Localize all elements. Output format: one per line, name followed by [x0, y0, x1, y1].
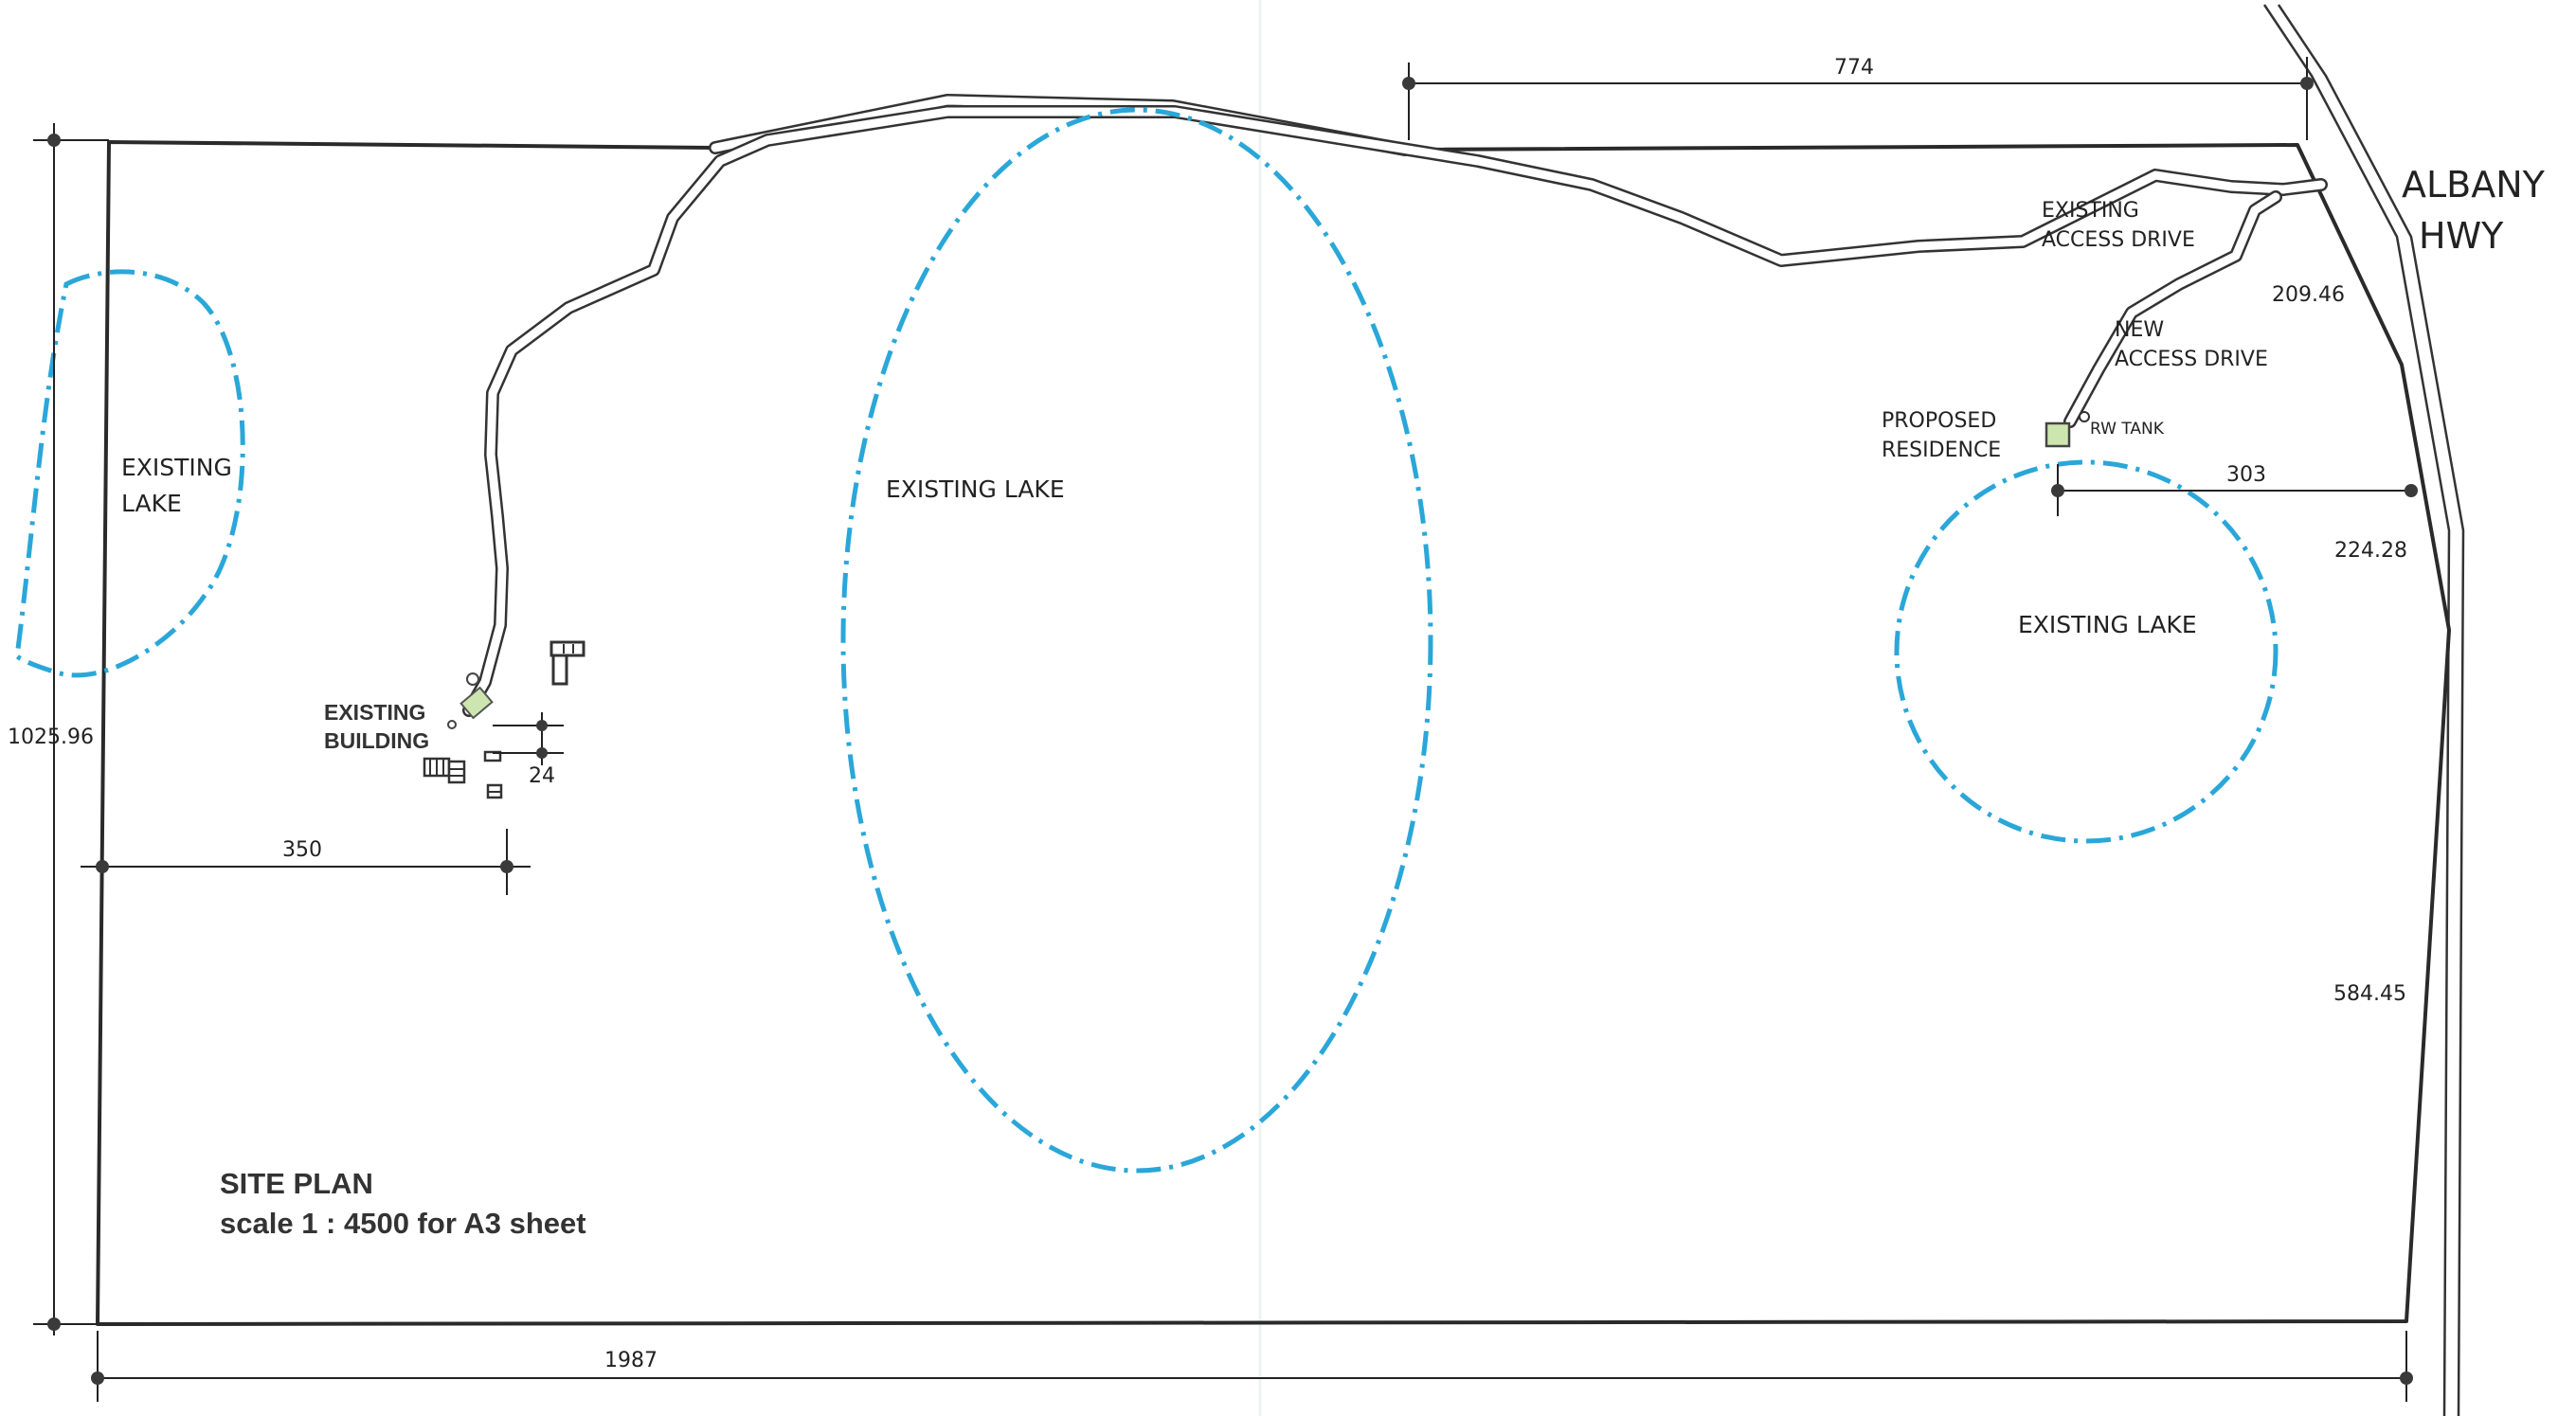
- central-lake-label: EXISTING LAKE: [886, 475, 1065, 503]
- rw-tank: [2079, 411, 2090, 422]
- highway-label-2: HWY: [2419, 215, 2504, 257]
- west-lake-label-1: EXISTING: [121, 454, 232, 481]
- site-plan-title: SITE PLAN: [220, 1167, 373, 1200]
- proposed-residence: [2045, 421, 2071, 448]
- existing-building: [459, 686, 494, 720]
- water-tank: [466, 672, 479, 686]
- scale-note: scale 1 : 4500 for A3 sheet: [220, 1207, 586, 1240]
- existing-building-cluster: [423, 640, 585, 799]
- dim-east-upper-label: 209.46: [2272, 283, 2345, 307]
- dimension-residence-offset: [2051, 464, 2418, 516]
- dimension-building-side: [493, 712, 564, 765]
- dim-east-lower-label: 584.45: [2333, 982, 2406, 1006]
- existing-drive-label-2: ACCESS DRIVE: [2042, 228, 2195, 252]
- west-lake-outline: [14, 269, 245, 678]
- dim-bottom-label: 1987: [604, 1349, 658, 1372]
- central-lake-outline: [840, 107, 1433, 1174]
- proposed-residence-label-1: PROPOSED: [1882, 409, 1996, 433]
- dim-top-label: 774: [1834, 56, 1874, 80]
- rw-tank-label: RW TANK: [2090, 420, 2165, 439]
- dimension-top: [1402, 57, 2314, 140]
- dimension-left: [33, 123, 109, 1335]
- water-tank-small: [447, 720, 457, 729]
- east-lake-outline: [1894, 459, 2279, 844]
- shed-angled: [549, 640, 585, 686]
- dim-residence-offset-label: 303: [2226, 463, 2266, 487]
- highway-edges: [2262, 4, 2465, 1416]
- shed-hatched: [423, 757, 466, 784]
- new-access-drive: [2063, 190, 2282, 428]
- proposed-residence-label-2: RESIDENCE: [1882, 439, 2001, 462]
- existing-building-label-1: EXISTING: [324, 700, 425, 725]
- dim-building-side-label: 24: [529, 764, 555, 788]
- existing-drive-label-1: EXISTING: [2042, 199, 2139, 223]
- dim-east-mid-label: 224.28: [2334, 539, 2407, 563]
- east-lake-label: EXISTING LAKE: [2018, 611, 2197, 638]
- highway-label-1: ALBANY: [2402, 164, 2546, 206]
- new-drive-label-1: NEW: [2115, 318, 2164, 342]
- existing-building-label-2: BUILDING: [324, 728, 429, 753]
- dimension-building-offset: [81, 829, 531, 895]
- new-drive-label-2: ACCESS DRIVE: [2115, 348, 2268, 371]
- existing-access-drive: [462, 105, 2328, 717]
- west-lake-label-2: LAKE: [121, 490, 182, 517]
- dimension-bottom: [91, 1331, 2413, 1402]
- dim-left-label: 1025.96: [8, 726, 94, 749]
- dim-building-offset-label: 350: [282, 838, 322, 862]
- property-boundary: [96, 99, 2451, 1326]
